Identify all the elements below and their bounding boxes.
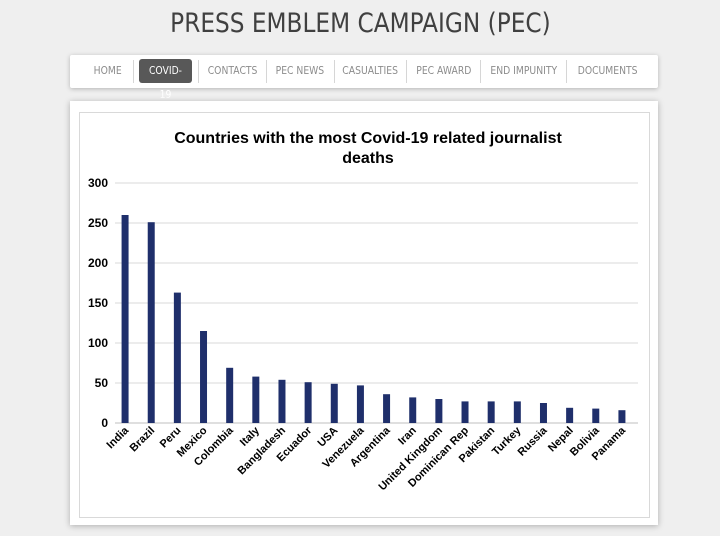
nav-contacts[interactable]: CONTACTS	[201, 59, 264, 83]
bar-russia	[539, 403, 547, 423]
nav-divider	[406, 60, 407, 83]
bar-mexico	[200, 331, 208, 423]
bar-india	[121, 215, 129, 423]
nav-end-impunity-label: END IMPUNITY	[490, 64, 557, 77]
main-navbar: HOME COVID-19 CONTACTS PEC NEWS CASUALTI…	[70, 55, 658, 101]
x-tick-label: Brazil	[128, 425, 158, 455]
x-tick-label: Iran	[396, 424, 419, 447]
nav-divider	[480, 60, 481, 83]
bar-pakistan	[487, 401, 495, 423]
nav-home[interactable]: HOME	[82, 59, 134, 83]
nav-covid19-label: COVID-19	[148, 64, 183, 101]
nav-documents-label: DOCUMENTS	[577, 64, 638, 77]
y-tick-label: 0	[101, 416, 108, 430]
nav-casualties-label: CASUALTIES	[342, 64, 398, 77]
y-tick-label: 150	[88, 296, 108, 310]
nav-divider	[334, 60, 335, 83]
site-title: PRESS EMBLEM CAMPAIGN (PEC)	[170, 8, 551, 39]
bar-venezuela	[356, 385, 364, 423]
nav-contacts-label: CONTACTS	[207, 64, 258, 77]
chart-image-frame: Countries with the most Covid-19 related…	[79, 112, 650, 518]
x-tick-label: Russia	[516, 424, 551, 459]
bar-panama	[618, 410, 626, 423]
bar-usa	[330, 383, 338, 423]
y-tick-label: 250	[88, 216, 108, 230]
bar-ecuador	[304, 382, 312, 423]
chart-title-line-2: deaths	[342, 150, 394, 167]
nav-end-impunity[interactable]: END IMPUNITY	[482, 59, 565, 83]
y-tick-label: 300	[88, 176, 108, 190]
nav-pec-award-label: PEC AWARD	[415, 64, 472, 77]
bar-united-kingdom	[435, 399, 443, 423]
bar-iran	[409, 397, 417, 423]
nav-pec-award[interactable]: PEC AWARD	[409, 59, 478, 83]
nav-documents[interactable]: DOCUMENTS	[570, 59, 645, 83]
bar-bangladesh	[278, 379, 286, 423]
bar-peru	[173, 292, 181, 423]
nav-casualties[interactable]: CASUALTIES	[336, 59, 404, 83]
nav-divider	[133, 60, 134, 83]
nav-home-label: HOME	[93, 64, 123, 77]
y-tick-label: 200	[88, 256, 108, 270]
chart-title-line-1: Countries with the most Covid-19 related…	[174, 130, 562, 147]
bar-brazil	[147, 222, 155, 423]
nav-pec-news-label: PEC NEWS	[275, 64, 325, 77]
nav-divider	[266, 60, 267, 83]
nav-covid19[interactable]: COVID-19	[139, 59, 192, 101]
bar-nepal	[566, 407, 574, 423]
bar-italy	[252, 376, 260, 423]
bar-chart: Countries with the most Covid-19 related…	[88, 130, 638, 493]
nav-divider	[198, 60, 199, 83]
bar-dominican-rep	[461, 401, 469, 423]
nav-divider	[566, 60, 567, 83]
bar-turkey	[513, 401, 521, 423]
nav-pec-news[interactable]: PEC NEWS	[269, 59, 331, 83]
content-card: Countries with the most Covid-19 related…	[70, 101, 658, 525]
y-tick-label: 100	[88, 336, 108, 350]
bar-argentina	[383, 394, 391, 423]
bar-colombia	[226, 367, 234, 423]
y-tick-label: 50	[95, 376, 109, 390]
bar-bolivia	[592, 408, 600, 423]
